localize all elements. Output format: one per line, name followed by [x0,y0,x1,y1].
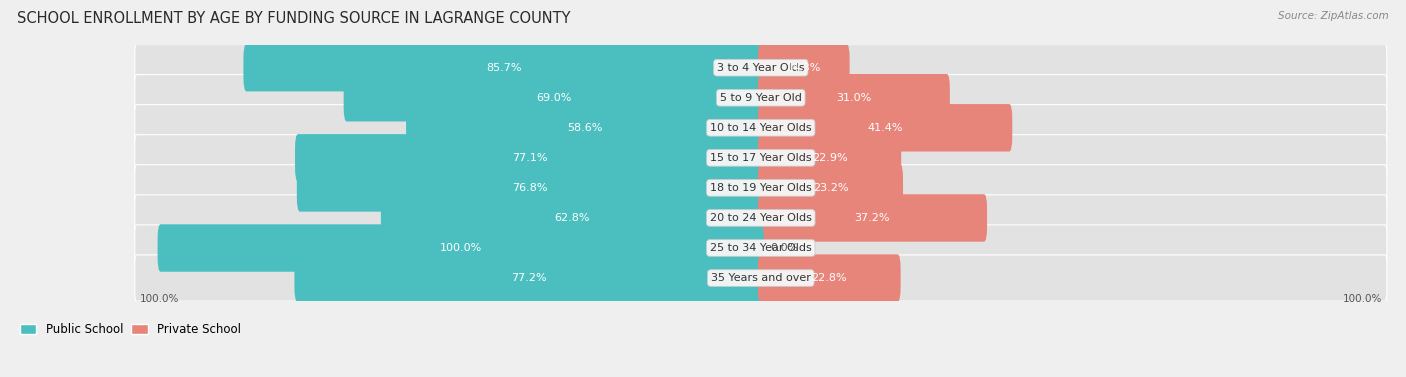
Legend: Public School, Private School: Public School, Private School [15,318,246,341]
Text: 100.0%: 100.0% [139,294,179,304]
Text: 5 to 9 Year Old: 5 to 9 Year Old [720,93,801,103]
FancyBboxPatch shape [297,164,763,211]
Text: SCHOOL ENROLLMENT BY AGE BY FUNDING SOURCE IN LAGRANGE COUNTY: SCHOOL ENROLLMENT BY AGE BY FUNDING SOUR… [17,11,571,26]
FancyBboxPatch shape [243,44,763,92]
Text: 69.0%: 69.0% [536,93,571,103]
FancyBboxPatch shape [294,254,763,302]
FancyBboxPatch shape [758,134,901,182]
Text: 100.0%: 100.0% [1343,294,1382,304]
Text: 14.3%: 14.3% [786,63,821,73]
FancyBboxPatch shape [135,195,1386,241]
Text: 77.2%: 77.2% [512,273,547,283]
FancyBboxPatch shape [758,164,903,211]
Text: 58.6%: 58.6% [567,123,603,133]
Text: 85.7%: 85.7% [486,63,522,73]
Text: 10 to 14 Year Olds: 10 to 14 Year Olds [710,123,811,133]
FancyBboxPatch shape [135,165,1386,211]
FancyBboxPatch shape [343,74,763,121]
FancyBboxPatch shape [135,105,1386,151]
FancyBboxPatch shape [135,135,1386,181]
FancyBboxPatch shape [758,254,901,302]
Text: 35 Years and over: 35 Years and over [711,273,811,283]
FancyBboxPatch shape [157,224,763,272]
FancyBboxPatch shape [406,104,763,152]
Text: 76.8%: 76.8% [513,183,548,193]
Text: 37.2%: 37.2% [855,213,890,223]
Text: 31.0%: 31.0% [837,93,872,103]
FancyBboxPatch shape [758,104,1012,152]
Text: 0.0%: 0.0% [770,243,799,253]
Text: 22.8%: 22.8% [811,273,846,283]
Text: 20 to 24 Year Olds: 20 to 24 Year Olds [710,213,811,223]
FancyBboxPatch shape [381,194,763,242]
FancyBboxPatch shape [758,44,849,92]
Text: 77.1%: 77.1% [512,153,547,163]
Text: 22.9%: 22.9% [811,153,848,163]
Text: 18 to 19 Year Olds: 18 to 19 Year Olds [710,183,811,193]
Text: 3 to 4 Year Olds: 3 to 4 Year Olds [717,63,804,73]
FancyBboxPatch shape [295,134,763,182]
Text: 62.8%: 62.8% [554,213,591,223]
Text: 23.2%: 23.2% [813,183,848,193]
FancyBboxPatch shape [135,44,1386,91]
Text: 41.4%: 41.4% [868,123,903,133]
FancyBboxPatch shape [135,225,1386,271]
FancyBboxPatch shape [758,74,950,121]
Text: 100.0%: 100.0% [440,243,482,253]
FancyBboxPatch shape [758,194,987,242]
Text: Source: ZipAtlas.com: Source: ZipAtlas.com [1278,11,1389,21]
Text: 15 to 17 Year Olds: 15 to 17 Year Olds [710,153,811,163]
Text: 25 to 34 Year Olds: 25 to 34 Year Olds [710,243,811,253]
FancyBboxPatch shape [135,75,1386,121]
FancyBboxPatch shape [135,255,1386,301]
